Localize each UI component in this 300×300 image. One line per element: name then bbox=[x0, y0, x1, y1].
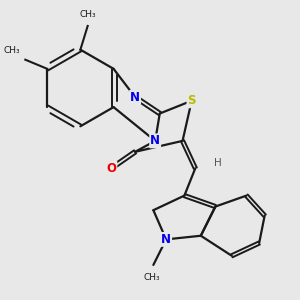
Text: N: N bbox=[150, 134, 160, 147]
Text: S: S bbox=[188, 94, 196, 107]
Text: CH₃: CH₃ bbox=[143, 273, 160, 282]
Text: CH₃: CH₃ bbox=[3, 46, 20, 55]
Text: O: O bbox=[106, 162, 116, 175]
Text: N: N bbox=[161, 233, 171, 246]
Text: CH₃: CH₃ bbox=[80, 11, 96, 20]
Text: N: N bbox=[130, 91, 140, 103]
Text: H: H bbox=[214, 158, 221, 168]
